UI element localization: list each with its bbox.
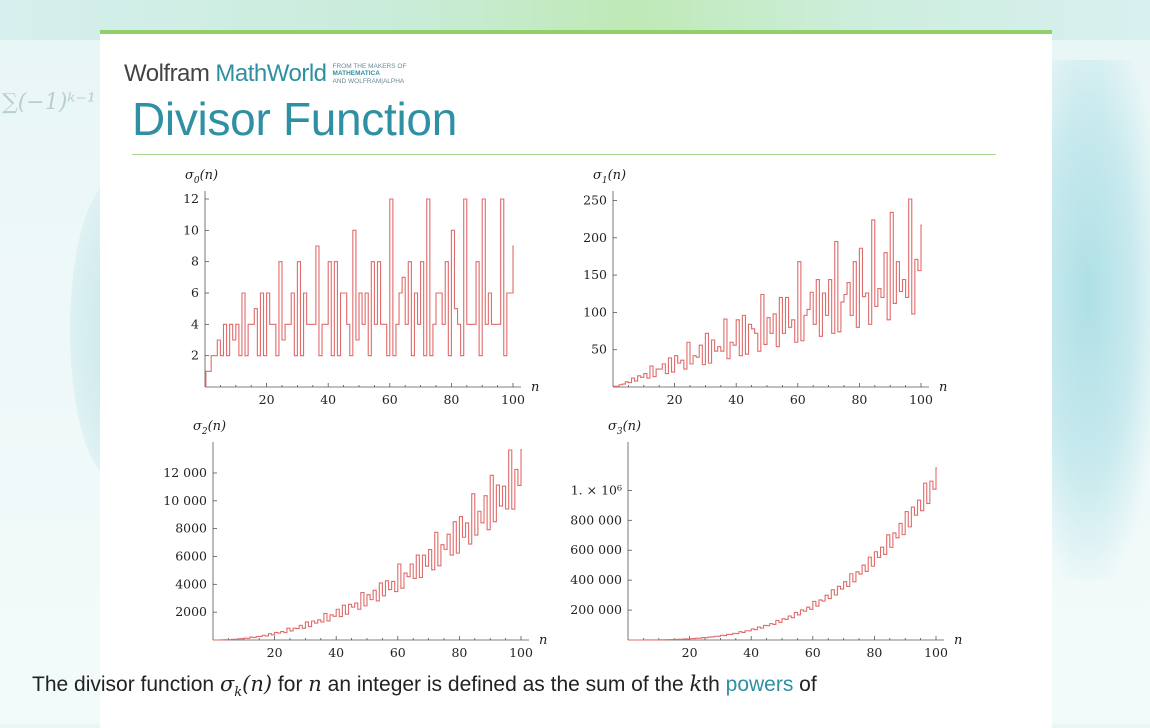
tagline-line1: FROM THE MAKERS OF MATHEMATICA — [332, 62, 407, 78]
series-line-sigma0 — [205, 198, 514, 387]
brand-mathworld: MathWorld — [215, 60, 327, 87]
background-formula-decoration: ∑(−1)ᵏ⁻¹ — [2, 90, 96, 115]
sigma-subscript: k — [234, 685, 243, 701]
y-tick-label: 8000 — [175, 521, 207, 536]
y-tick-label: 6 — [191, 285, 199, 300]
y-tick-label: 200 — [583, 230, 607, 245]
x-axis-label: n — [531, 380, 539, 395]
x-tick-label: 100 — [909, 392, 933, 407]
y-axis-label: σ3(n) — [608, 419, 641, 437]
x-tick-label: 100 — [509, 645, 533, 660]
brand-wolfram: Wolfram — [124, 60, 210, 87]
content-card: Wolfram MathWorld FROM THE MAKERS OF MAT… — [100, 30, 1052, 728]
x-tick-label: 40 — [328, 645, 344, 660]
x-tick-label: 40 — [320, 392, 336, 407]
x-tick-label: 40 — [728, 392, 744, 407]
series-line-sigma1 — [613, 198, 922, 387]
intro-paragraph: The divisor function σk(n) for n an inte… — [32, 672, 817, 701]
y-tick-label: 12 000 — [163, 465, 207, 480]
chart-sigma3: 20 40 60 80 100 200 000 400 000 600 000 800 000 1… — [570, 419, 962, 660]
y-tick-label: 800 000 — [570, 512, 622, 527]
x-tick-label: 60 — [390, 645, 406, 660]
y-tick-label: 600 000 — [570, 542, 622, 557]
x-tick-label: 60 — [790, 392, 806, 407]
y-axis-label: σ2(n) — [193, 419, 226, 437]
y-tick-label: 4 — [191, 316, 199, 331]
chart-sigma2: 20 40 60 80 100 2000 4000 6000 8000 10 000 12 000 σ… — [163, 419, 547, 660]
x-tick-label: 60 — [805, 645, 821, 660]
series-line-sigma3 — [628, 467, 937, 641]
y-tick-label: 2 — [191, 348, 199, 363]
x-tick-label: 80 — [443, 392, 459, 407]
sigma-symbol: σ — [219, 672, 235, 696]
powers-link[interactable]: powers — [725, 673, 794, 696]
y-tick-label: 6000 — [175, 548, 207, 563]
y-tick-label: 10 000 — [163, 493, 207, 508]
chart-sigma0: 20 40 60 80 100 2 4 6 8 10 12 σ0(n) n — [183, 168, 539, 407]
y-axis-label: σ0(n) — [185, 168, 218, 186]
y-tick-label: 10 — [183, 222, 199, 237]
x-axis-label: n — [539, 633, 547, 648]
x-axis-label: n — [939, 380, 947, 395]
y-tick-label: 250 — [583, 192, 607, 207]
page-title: Divisor Function — [132, 93, 457, 145]
y-tick-label: 400 000 — [570, 572, 622, 587]
y-tick-label: 4000 — [175, 576, 207, 591]
x-tick-label: 80 — [851, 392, 867, 407]
brand-tagline: FROM THE MAKERS OF MATHEMATICA AND WOLFR… — [333, 63, 453, 86]
x-tick-label: 60 — [382, 392, 398, 407]
x-tick-label: 80 — [866, 645, 882, 660]
y-tick-label: 50 — [591, 342, 607, 357]
y-tick-label: 1. × 10⁶ — [571, 482, 622, 497]
x-tick-label: 20 — [682, 645, 698, 660]
mathworld-logo[interactable]: Wolfram MathWorld FROM THE MAKERS OF MAT… — [124, 58, 453, 88]
x-tick-label: 20 — [667, 392, 683, 407]
x-tick-label: 20 — [259, 392, 275, 407]
x-tick-label: 40 — [743, 645, 759, 660]
chart-sigma1: 20 40 60 80 100 50 100 150 200 250 σ1(n) n — [583, 168, 947, 407]
x-tick-label: 80 — [451, 645, 467, 660]
x-tick-label: 100 — [924, 645, 948, 660]
y-tick-label: 12 — [183, 191, 199, 206]
title-divider — [132, 154, 996, 155]
series-line-sigma2 — [213, 449, 522, 641]
y-tick-label: 200 000 — [570, 602, 622, 617]
y-axis-label: σ1(n) — [593, 168, 626, 186]
tagline-line2: AND WOLFRAM|ALPHA — [332, 77, 405, 85]
x-tick-label: 100 — [501, 392, 525, 407]
y-tick-label: 8 — [191, 254, 199, 269]
y-tick-label: 100 — [583, 304, 607, 319]
y-tick-label: 150 — [583, 267, 607, 282]
background-decoration-right — [1040, 60, 1150, 580]
x-axis-label: n — [954, 633, 962, 648]
x-tick-label: 20 — [267, 645, 283, 660]
y-tick-label: 2000 — [175, 604, 207, 619]
